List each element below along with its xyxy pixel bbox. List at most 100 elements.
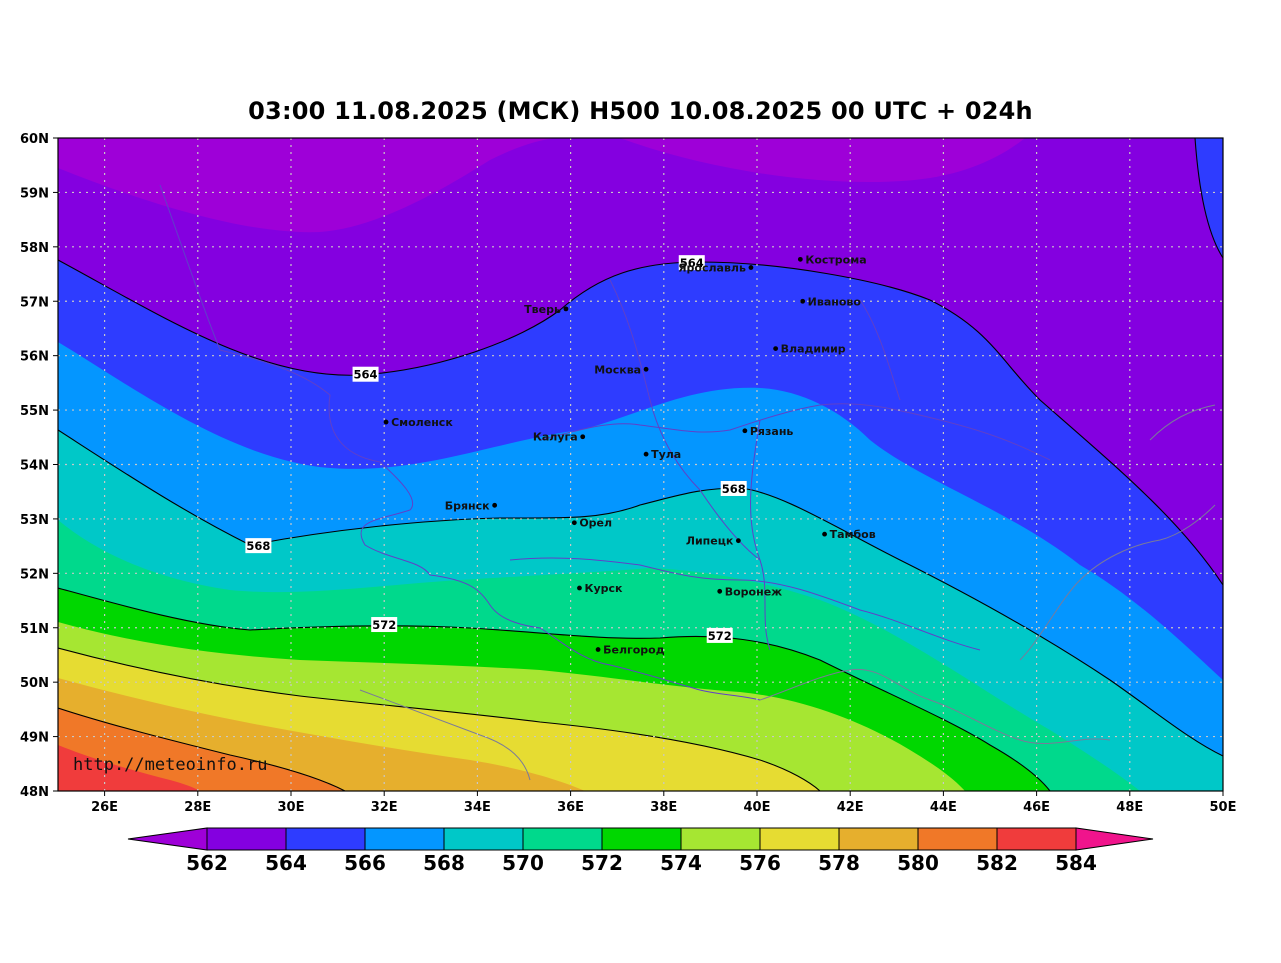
contour-label: 568 — [722, 482, 746, 496]
map-title: 03:00 11.08.2025 (МСК) H500 10.08.2025 0… — [248, 97, 1033, 125]
region-border — [539, 403, 1051, 461]
city-label: Орел — [579, 517, 612, 530]
band-582-584 — [58, 745, 200, 791]
city-label: Курск — [584, 582, 623, 595]
region-border — [859, 299, 901, 401]
colorbar-swatch — [838, 827, 919, 851]
city-label: Иваново — [808, 295, 862, 308]
city-dot — [383, 419, 389, 425]
river — [759, 668, 1111, 744]
colorbar-extend-low — [127, 827, 208, 851]
lat-tick-label: 48N — [20, 785, 49, 800]
colorbar-swatch — [522, 827, 603, 851]
lat-tick-label: 52N — [20, 567, 49, 582]
city-dot — [748, 265, 754, 270]
lat-axis: 60N 59N 58N 57N 56N 55N 54N 53N 52N 51N 50N 49N 48N — [20, 132, 58, 800]
colorbar-label: 578 — [818, 851, 860, 875]
region-border — [609, 279, 761, 561]
contour-label: 564 — [354, 368, 378, 382]
region-border — [159, 184, 761, 701]
city-dot — [563, 306, 569, 312]
colorbar-label: 564 — [265, 851, 307, 875]
lon-tick-label: 28E — [184, 800, 211, 815]
colorbar-swatch — [680, 827, 761, 851]
lat-tick-label: 49N — [20, 731, 49, 746]
lat-tick-label: 60N — [20, 132, 49, 147]
city-dot — [643, 366, 649, 372]
river — [1019, 504, 1216, 661]
city-label: Тула — [651, 448, 681, 461]
city-dot — [717, 588, 723, 594]
region-border — [750, 419, 771, 651]
city-label: Белгород — [603, 644, 665, 657]
city-label: Владимир — [781, 343, 846, 356]
contour-label-bg — [706, 627, 733, 643]
city-dot — [577, 585, 582, 591]
lon-tick-label: 30E — [278, 800, 305, 815]
contour-label-bg — [678, 255, 705, 271]
city-label: Ярославль — [678, 262, 746, 275]
colorbar-label: 562 — [186, 851, 228, 875]
lat-tick-label: 58N — [20, 241, 49, 256]
colorbar-label: 584 — [1055, 851, 1097, 875]
city-label: Смоленск — [391, 416, 453, 429]
city-label: Москва — [594, 363, 641, 376]
colorbar-swatch — [285, 827, 366, 851]
city-dot — [643, 451, 649, 457]
lon-tick-label: 36E — [557, 800, 584, 815]
lon-tick-label: 34E — [464, 800, 491, 815]
watermark-text: http://meteoinfo.ru — [73, 755, 267, 775]
band-560-562-b — [620, 138, 1025, 183]
lat-tick-label: 56N — [20, 350, 49, 365]
city-dot — [800, 298, 806, 304]
contour-572 — [58, 587, 1051, 791]
city-dot — [595, 647, 601, 652]
lon-tick-label: 26E — [91, 800, 118, 815]
colorbar-swatch — [364, 827, 445, 851]
colorbar-label: 580 — [897, 851, 939, 875]
contour-label-bg — [245, 538, 272, 554]
contour-580 — [58, 707, 346, 791]
lon-tick-label: 50E — [1210, 800, 1237, 815]
lon-tick-label: 32E — [371, 800, 398, 815]
region-border — [509, 557, 981, 651]
colorbar-swatch — [917, 827, 998, 851]
lon-tick-label: 44E — [930, 800, 957, 815]
lon-tick-label: 38E — [650, 800, 677, 815]
boundaries — [159, 184, 1216, 781]
lat-tick-label: 55N — [20, 404, 49, 419]
city-dot — [571, 520, 577, 526]
colorbar-label: 570 — [502, 851, 544, 875]
colorbar-label: 582 — [976, 851, 1018, 875]
city-label: Брянск — [445, 499, 490, 512]
contour-label-bg — [352, 366, 379, 382]
lat-tick-label: 54N — [20, 459, 49, 474]
city-label: Калуга — [533, 431, 578, 444]
colorbar-swatch — [996, 827, 1077, 851]
city-dot — [773, 346, 779, 351]
city-dot — [492, 502, 498, 508]
contour-label: 568 — [246, 539, 270, 553]
colorbar-swatch — [601, 827, 682, 851]
colorbar-label: 576 — [739, 851, 781, 875]
lat-tick-label: 57N — [20, 295, 49, 310]
contour-label-bg — [371, 617, 398, 633]
contour-label: 572 — [708, 629, 732, 643]
city-dot — [580, 434, 586, 440]
contour-564-corner — [1194, 138, 1223, 259]
band-564-566-corner — [1195, 138, 1223, 258]
city-label: Тверь — [524, 303, 561, 316]
contour-label-bg — [720, 480, 747, 496]
lat-tick-label: 51N — [20, 622, 49, 637]
city-label: Липецк — [686, 535, 734, 548]
contour-label: 564 — [680, 256, 704, 270]
city-markers: Кострома Ярославль Иваново Тверь Владимир Мос… — [383, 253, 876, 657]
colorbar-swatch — [443, 827, 524, 851]
lat-tick-label: 53N — [20, 513, 49, 528]
contour-576 — [58, 647, 821, 791]
lon-tick-label: 46E — [1023, 800, 1050, 815]
lat-tick-label: 50N — [20, 676, 49, 691]
river — [359, 689, 531, 781]
colorbar-label: 566 — [344, 851, 386, 875]
